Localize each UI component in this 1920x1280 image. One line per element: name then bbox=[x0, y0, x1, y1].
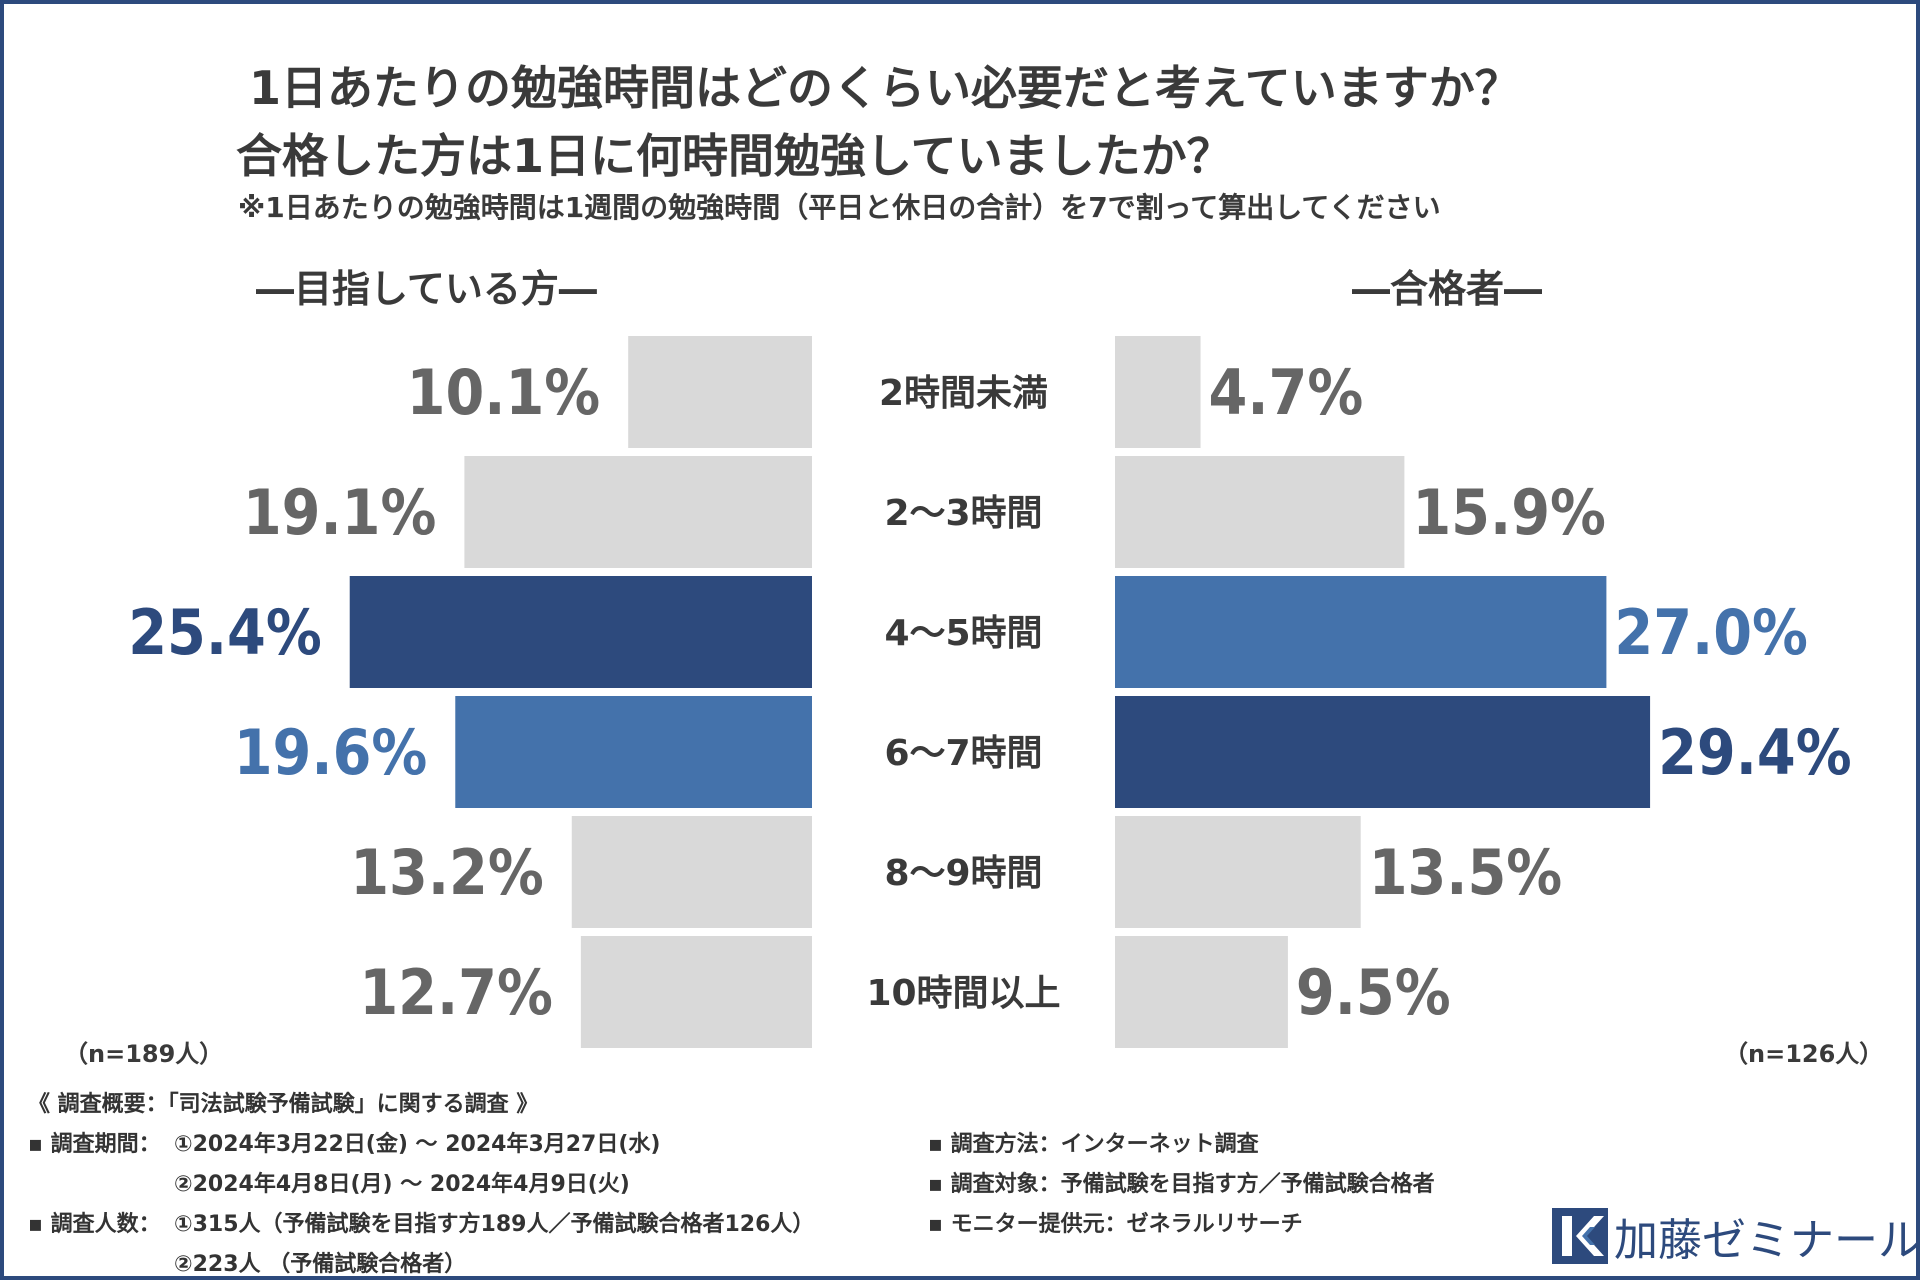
right-bar-2 bbox=[1115, 576, 1607, 688]
right-value-label-2: 27.0% bbox=[1614, 596, 1808, 669]
right-bar-0 bbox=[1115, 336, 1201, 448]
survey-count-2: ②223人 （予備試験合格者） bbox=[174, 1252, 467, 1277]
survey-heading: 《 調査概要：「司法試験予備試験」に関する調査 》 bbox=[28, 1092, 539, 1117]
right-panel-title: ―合格者― bbox=[1352, 267, 1543, 311]
left-value-label-3: 19.6% bbox=[234, 716, 428, 789]
survey-target: ▪ 調査対象：予備試験を目指す方／予備試験合格者 bbox=[928, 1172, 1435, 1197]
left-bar-2 bbox=[349, 576, 812, 688]
right-bar-1 bbox=[1115, 456, 1405, 568]
left-bar-3 bbox=[455, 696, 812, 808]
left-panel-title: ―目指している方― bbox=[256, 267, 597, 311]
left-bar-0 bbox=[628, 336, 812, 448]
left-value-label-5: 12.7% bbox=[359, 956, 553, 1029]
title-line-1: 1日あたりの勉強時間はどのくらい必要だと考えていますか？ bbox=[249, 61, 1521, 115]
brand-logo: 加藤ゼミナール bbox=[1552, 1204, 1920, 1268]
left-value-label-4: 13.2% bbox=[350, 836, 544, 909]
right-bar-5 bbox=[1115, 936, 1288, 1048]
right-value-label-3: 29.4% bbox=[1658, 716, 1852, 789]
right-value-label-5: 9.5% bbox=[1296, 956, 1451, 1029]
survey-count-1: ①315人（予備試験を目指す方189人／予備試験合格者126人） bbox=[174, 1212, 815, 1237]
bar-chart: 10.1% 4.7% 2時間未満 19.1% 15.9% 2～3時間 25.4% 27.0% 4… bbox=[128, 336, 1852, 1048]
right-value-label-1: 15.9% bbox=[1412, 476, 1606, 549]
note: ※1日あたりの勉強時間は1週間の勉強時間（平日と休日の合計）を7で割って算出して… bbox=[238, 191, 1441, 224]
left-bar-4 bbox=[571, 816, 812, 928]
left-value-label-1: 19.1% bbox=[243, 476, 437, 549]
category-label-1: 2～3時間 bbox=[884, 493, 1042, 534]
left-bar-5 bbox=[580, 936, 812, 1048]
survey-method: ▪ 調査方法：インターネット調査 bbox=[928, 1132, 1259, 1157]
survey-provider: ▪ モニター提供元：ゼネラルリサーチ bbox=[928, 1212, 1303, 1237]
right-bar-4 bbox=[1115, 816, 1361, 928]
category-label-0: 2時間未満 bbox=[879, 373, 1048, 414]
left-value-label-2: 25.4% bbox=[128, 596, 322, 669]
left-value-label-0: 10.1% bbox=[407, 356, 601, 429]
left-bar-1 bbox=[464, 456, 812, 568]
logo-mark-icon bbox=[1552, 1208, 1608, 1264]
survey-period-1: ①2024年3月22日(金) ～ 2024年3月27日(水) bbox=[174, 1132, 661, 1157]
survey-period-2: ②2024年4月8日(月) ～ 2024年4月9日(火) bbox=[174, 1172, 630, 1197]
right-value-label-0: 4.7% bbox=[1209, 356, 1364, 429]
right-bar-3 bbox=[1115, 696, 1651, 808]
left-sample-size: （n=189人） bbox=[64, 1040, 224, 1068]
title-line-2: 合格した方は1日に何時間勉強していましたか？ bbox=[236, 129, 1233, 183]
right-sample-size: （n=126人） bbox=[1724, 1040, 1884, 1068]
right-value-label-4: 13.5% bbox=[1369, 836, 1563, 909]
category-label-2: 4～5時間 bbox=[884, 613, 1042, 654]
logo-text: 加藤ゼミナール bbox=[1614, 1215, 1920, 1266]
survey-period-label: ▪ 調査期間： bbox=[28, 1132, 161, 1157]
category-label-3: 6～7時間 bbox=[884, 733, 1042, 774]
category-label-5: 10時間以上 bbox=[866, 973, 1060, 1014]
category-label-4: 8～9時間 bbox=[884, 853, 1042, 894]
survey-count-label: ▪ 調査人数： bbox=[28, 1212, 161, 1237]
